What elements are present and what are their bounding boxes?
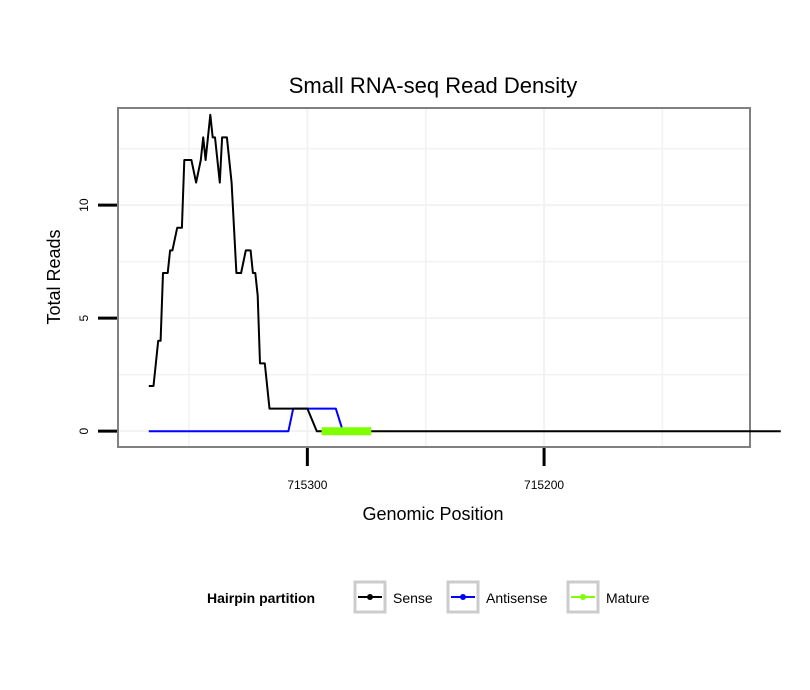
y-tick-label: 5 bbox=[77, 315, 91, 322]
legend-key-dot bbox=[460, 594, 466, 600]
series-group bbox=[148, 113, 781, 436]
grid bbox=[118, 108, 750, 447]
axes: 0 5 10 715300 715200 bbox=[77, 198, 564, 492]
legend: Hairpin partition Sense Antisense Mature bbox=[207, 580, 650, 614]
y-axis-title: Total Reads bbox=[44, 229, 64, 324]
y-tick-label: 10 bbox=[77, 198, 91, 212]
x-tick-label: 715200 bbox=[524, 478, 564, 492]
legend-key-dot bbox=[580, 594, 586, 600]
legend-key-dot bbox=[367, 594, 373, 600]
chart-title: Small RNA-seq Read Density bbox=[289, 73, 578, 98]
legend-label-antisense: Antisense bbox=[486, 590, 548, 606]
x-tick-label: 715300 bbox=[287, 478, 327, 492]
x-axis-title: Genomic Position bbox=[362, 504, 503, 524]
y-tick-label: 0 bbox=[77, 428, 91, 435]
series-line-sense bbox=[148, 113, 781, 433]
plot-panel bbox=[117, 107, 751, 448]
legend-label-sense: Sense bbox=[393, 590, 433, 606]
legend-label-mature: Mature bbox=[606, 590, 650, 606]
legend-title: Hairpin partition bbox=[207, 590, 315, 606]
